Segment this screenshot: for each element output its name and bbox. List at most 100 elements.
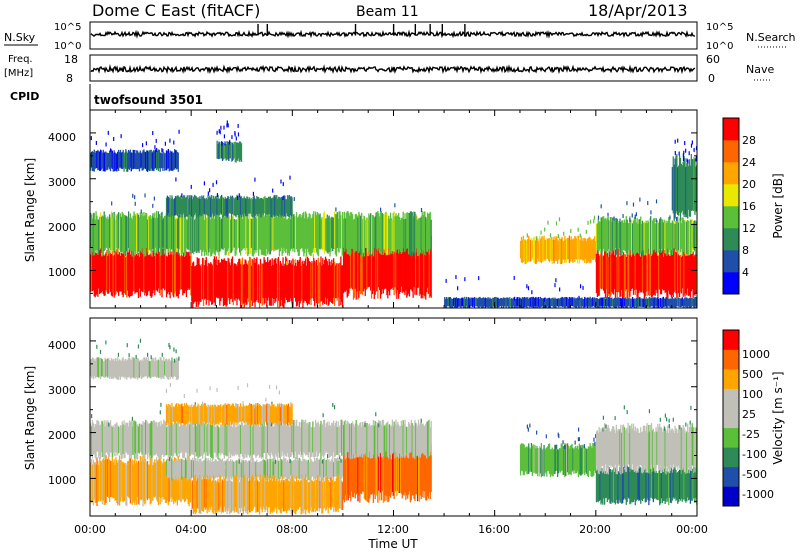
data-cell xyxy=(258,212,261,250)
data-cell xyxy=(190,252,192,296)
data-cell xyxy=(588,297,590,307)
data-cell xyxy=(176,419,179,458)
data-cell xyxy=(234,263,236,301)
data-cell xyxy=(207,479,209,510)
data-cell xyxy=(254,462,256,480)
data-speckle xyxy=(238,459,240,464)
data-cell xyxy=(628,222,630,254)
data-cell xyxy=(106,219,108,248)
data-cell xyxy=(217,404,219,424)
data-cell xyxy=(105,217,107,249)
data-cell xyxy=(288,481,291,511)
data-cell xyxy=(611,250,613,292)
data-cell xyxy=(174,422,177,454)
data-cell xyxy=(259,419,262,457)
data-cell xyxy=(219,198,221,216)
data-cell xyxy=(212,426,215,460)
data-cell xyxy=(253,404,255,426)
data-cell xyxy=(274,194,276,216)
data-cell xyxy=(174,253,177,292)
data-cell xyxy=(105,420,107,453)
data-cell xyxy=(416,240,419,289)
data-speckle xyxy=(544,227,546,232)
data-speckle xyxy=(107,130,109,135)
data-cell xyxy=(246,405,248,422)
data-cell xyxy=(265,404,267,423)
data-cell xyxy=(227,141,229,160)
data-speckle xyxy=(674,150,676,155)
data-cell xyxy=(132,357,134,377)
data-cell xyxy=(476,298,478,307)
data-speckle xyxy=(169,138,171,143)
data-cell xyxy=(216,420,218,456)
data-cell xyxy=(691,423,693,466)
data-cell xyxy=(154,421,156,456)
data-cell xyxy=(562,445,564,475)
data-cell xyxy=(229,262,231,305)
data-cell xyxy=(284,195,286,217)
data-cell xyxy=(659,423,661,471)
data-cell xyxy=(104,426,106,457)
data-cell xyxy=(95,253,97,296)
data-cell xyxy=(232,197,235,215)
data-cell xyxy=(230,219,232,254)
data-cell xyxy=(231,482,234,512)
nsky-tick-top: 10^5 xyxy=(54,22,81,33)
data-cell xyxy=(630,429,632,469)
data-cell xyxy=(192,196,195,218)
data-cell xyxy=(286,219,289,256)
data-cell xyxy=(123,420,125,459)
data-cell xyxy=(164,153,166,171)
data-cell xyxy=(334,265,337,299)
data-cell xyxy=(588,446,590,471)
data-cell xyxy=(319,213,321,250)
data-cell xyxy=(120,216,123,252)
data-cell xyxy=(555,238,557,262)
data-cell xyxy=(94,360,96,379)
data-cell xyxy=(329,425,331,457)
data-cell xyxy=(263,474,265,509)
data-cell xyxy=(235,460,237,478)
data-cell xyxy=(453,297,455,307)
data-cell xyxy=(184,248,187,291)
data-cell xyxy=(207,217,209,256)
data-cell xyxy=(654,297,656,307)
data-cell xyxy=(351,448,354,497)
data-cell xyxy=(310,475,312,508)
data-speckle xyxy=(579,233,581,238)
data-cell xyxy=(99,149,102,171)
data-cell xyxy=(605,219,608,255)
data-cell xyxy=(315,259,318,303)
data-cell xyxy=(619,218,621,256)
data-cell xyxy=(242,477,244,515)
data-cell xyxy=(342,424,345,456)
data-cell xyxy=(678,424,680,466)
data-cell xyxy=(145,459,147,504)
data-cell xyxy=(570,297,572,307)
data-cell xyxy=(289,478,291,509)
data-speckle xyxy=(684,141,686,146)
data-cell xyxy=(294,216,296,253)
data-cell xyxy=(165,150,168,171)
data-cell xyxy=(227,211,229,251)
data-cell xyxy=(156,150,159,169)
data-speckle xyxy=(265,397,267,402)
data-cell xyxy=(342,212,344,256)
data-cell xyxy=(531,297,533,307)
data-cell xyxy=(286,461,288,479)
data-cell xyxy=(98,421,100,458)
data-cell xyxy=(576,297,579,307)
data-cell xyxy=(578,443,580,475)
data-cell xyxy=(225,426,227,456)
data-cell xyxy=(556,444,558,471)
data-cell xyxy=(372,419,375,455)
data-cell xyxy=(677,247,679,298)
data-cell xyxy=(176,460,179,481)
data-cell xyxy=(541,298,543,307)
data-cell xyxy=(637,223,639,253)
data-cell xyxy=(174,216,176,250)
data-cell xyxy=(309,214,311,256)
data-cell xyxy=(133,460,135,503)
data-speckle xyxy=(375,412,377,417)
data-cell xyxy=(133,149,135,169)
